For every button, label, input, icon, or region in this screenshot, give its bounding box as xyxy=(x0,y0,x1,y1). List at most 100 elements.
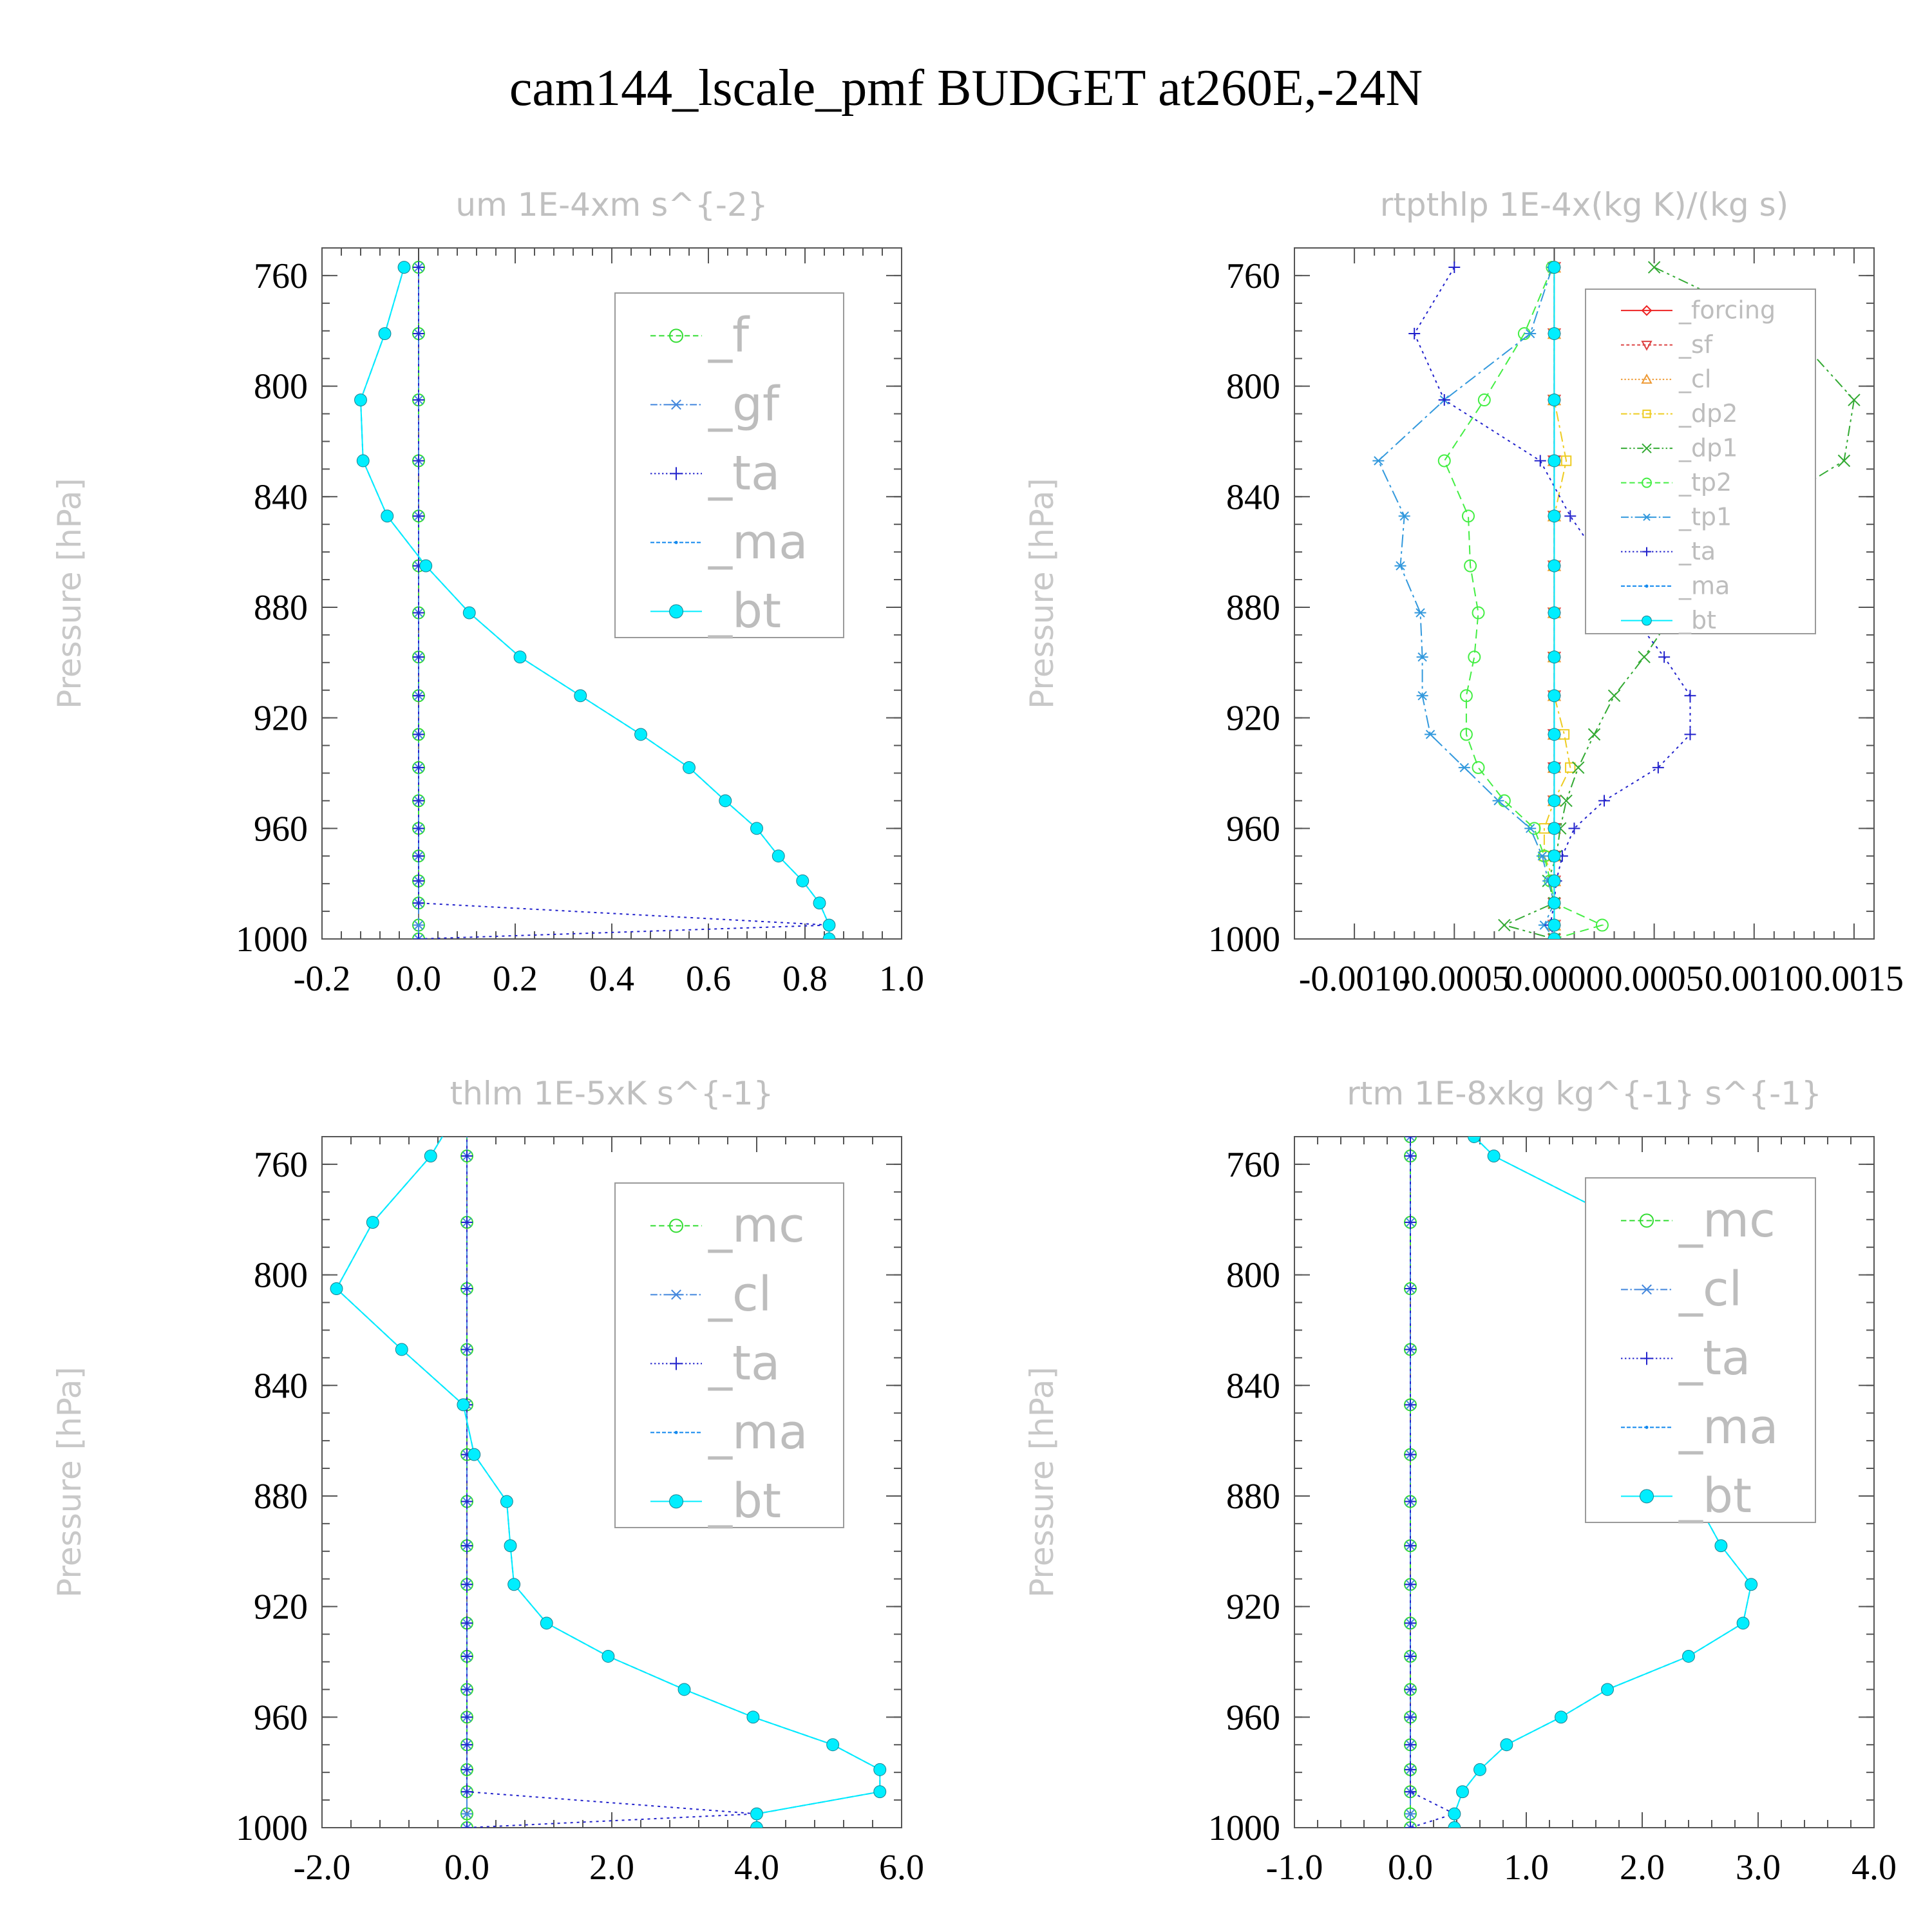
data-point xyxy=(1548,849,1561,863)
legend-marker xyxy=(1640,1284,1653,1295)
data-point xyxy=(540,1616,553,1630)
legend-marker xyxy=(674,540,678,544)
data-point xyxy=(1408,328,1421,340)
data-point xyxy=(397,261,411,274)
data-point xyxy=(796,874,810,887)
panel-title: um 1E-4xm s^{-2} xyxy=(455,186,768,223)
legend-marker xyxy=(1642,615,1652,626)
y-tick-label: 1000 xyxy=(236,920,308,960)
x-tick-label: 0.0005 xyxy=(1605,959,1704,999)
data-point xyxy=(1448,1821,1461,1828)
data-point xyxy=(750,1807,763,1821)
legend-box xyxy=(1585,289,1816,634)
data-point xyxy=(461,1150,473,1162)
data-point xyxy=(1492,796,1504,806)
data-point xyxy=(813,896,826,910)
data-point xyxy=(1372,456,1385,466)
legend-marker xyxy=(669,328,683,343)
legend-label: _ma xyxy=(708,515,808,570)
data-point xyxy=(413,261,424,274)
data-point xyxy=(1414,608,1426,618)
data-point xyxy=(413,850,424,862)
legend: _forcing _sf _cl _dp2 _dp1 _tp2 _tp1 _ta _ma _bt xyxy=(1585,289,1816,634)
data-point xyxy=(461,1650,473,1662)
data-point xyxy=(1548,559,1561,573)
data-point xyxy=(1684,728,1696,741)
data-point xyxy=(677,1683,691,1696)
legend-marker xyxy=(670,1357,683,1370)
legend-marker xyxy=(1640,1352,1653,1365)
legend-marker xyxy=(670,1289,683,1300)
data-point xyxy=(1468,650,1481,664)
data-point xyxy=(413,690,424,702)
series-line-ta xyxy=(1414,267,1691,939)
data-point xyxy=(413,761,424,773)
data-point xyxy=(826,1738,840,1752)
data-point xyxy=(1560,794,1573,808)
legend-label: _bt xyxy=(708,1473,781,1529)
data-point xyxy=(1568,822,1580,835)
data-point xyxy=(1459,689,1473,703)
series-line-dp2 xyxy=(1543,267,1571,939)
data-point xyxy=(413,455,424,467)
data-point xyxy=(1652,761,1664,773)
data-point xyxy=(461,1786,473,1798)
data-point xyxy=(746,1710,760,1724)
data-point xyxy=(1405,1578,1416,1591)
data-point xyxy=(822,933,836,939)
panel-title: rtm 1E-8xkg kg^{-1} s^{-1} xyxy=(1347,1075,1822,1112)
y-tick-label: 920 xyxy=(254,699,308,739)
x-tick-label: 0.4 xyxy=(589,959,634,999)
legend-marker xyxy=(1641,305,1653,316)
data-point xyxy=(1472,606,1485,620)
data-point xyxy=(1524,824,1537,833)
y-axis-label: Pressure [hPa] xyxy=(51,1367,88,1598)
panel-title: rtpthlp 1E-4x(kg K)/(kg s) xyxy=(1380,186,1788,223)
legend: _f _gf _ta _ma _bt xyxy=(614,292,844,639)
data-point xyxy=(1405,1540,1416,1552)
data-point xyxy=(1405,1763,1416,1776)
data-point xyxy=(1564,510,1577,522)
data-point xyxy=(601,1649,615,1663)
plot-frame xyxy=(321,247,902,940)
legend: _mc _cl _ta _ma _bt xyxy=(1585,1177,1816,1524)
data-point xyxy=(462,606,476,620)
data-point xyxy=(413,510,424,522)
y-tick-label: 960 xyxy=(254,809,308,849)
x-tick-label: 0.0 xyxy=(1388,1848,1433,1888)
legend-label: _ma xyxy=(708,1405,808,1460)
data-point xyxy=(1548,327,1561,341)
data-point xyxy=(366,1216,379,1229)
data-point xyxy=(513,650,527,664)
data-point xyxy=(1487,1150,1501,1162)
data-point xyxy=(1405,1650,1416,1662)
data-point xyxy=(1405,1809,1416,1819)
x-tick-label: 6.0 xyxy=(879,1848,924,1888)
data-point xyxy=(1464,559,1477,573)
legend-label: _tp1 xyxy=(1678,503,1732,531)
data-point xyxy=(1448,261,1461,274)
legend-marker xyxy=(670,399,683,410)
x-tick-label: 0.6 xyxy=(686,959,731,999)
legend-label: _mc xyxy=(708,1198,805,1253)
legend-marker xyxy=(1640,1213,1654,1228)
page-title: cam144_lscale_pmf BUDGET at260E,-24N xyxy=(509,60,1423,117)
data-point xyxy=(413,934,424,939)
data-point xyxy=(1500,1738,1513,1752)
data-point xyxy=(1587,728,1601,741)
data-point xyxy=(1536,851,1548,861)
data-point xyxy=(461,1495,473,1508)
data-point xyxy=(1405,1399,1416,1411)
legend-label: _cl xyxy=(1678,365,1711,393)
data-point xyxy=(1736,1616,1750,1630)
data-point xyxy=(1405,1217,1416,1229)
legend-marker xyxy=(669,1218,683,1233)
legend-label: _bt xyxy=(1678,606,1716,634)
legend-marker xyxy=(669,604,683,619)
x-tick-label: 0.8 xyxy=(782,959,828,999)
data-point xyxy=(413,920,424,930)
legend-label: _gf xyxy=(708,377,781,432)
y-tick-label: 880 xyxy=(254,1477,308,1517)
data-point xyxy=(1405,1283,1416,1295)
